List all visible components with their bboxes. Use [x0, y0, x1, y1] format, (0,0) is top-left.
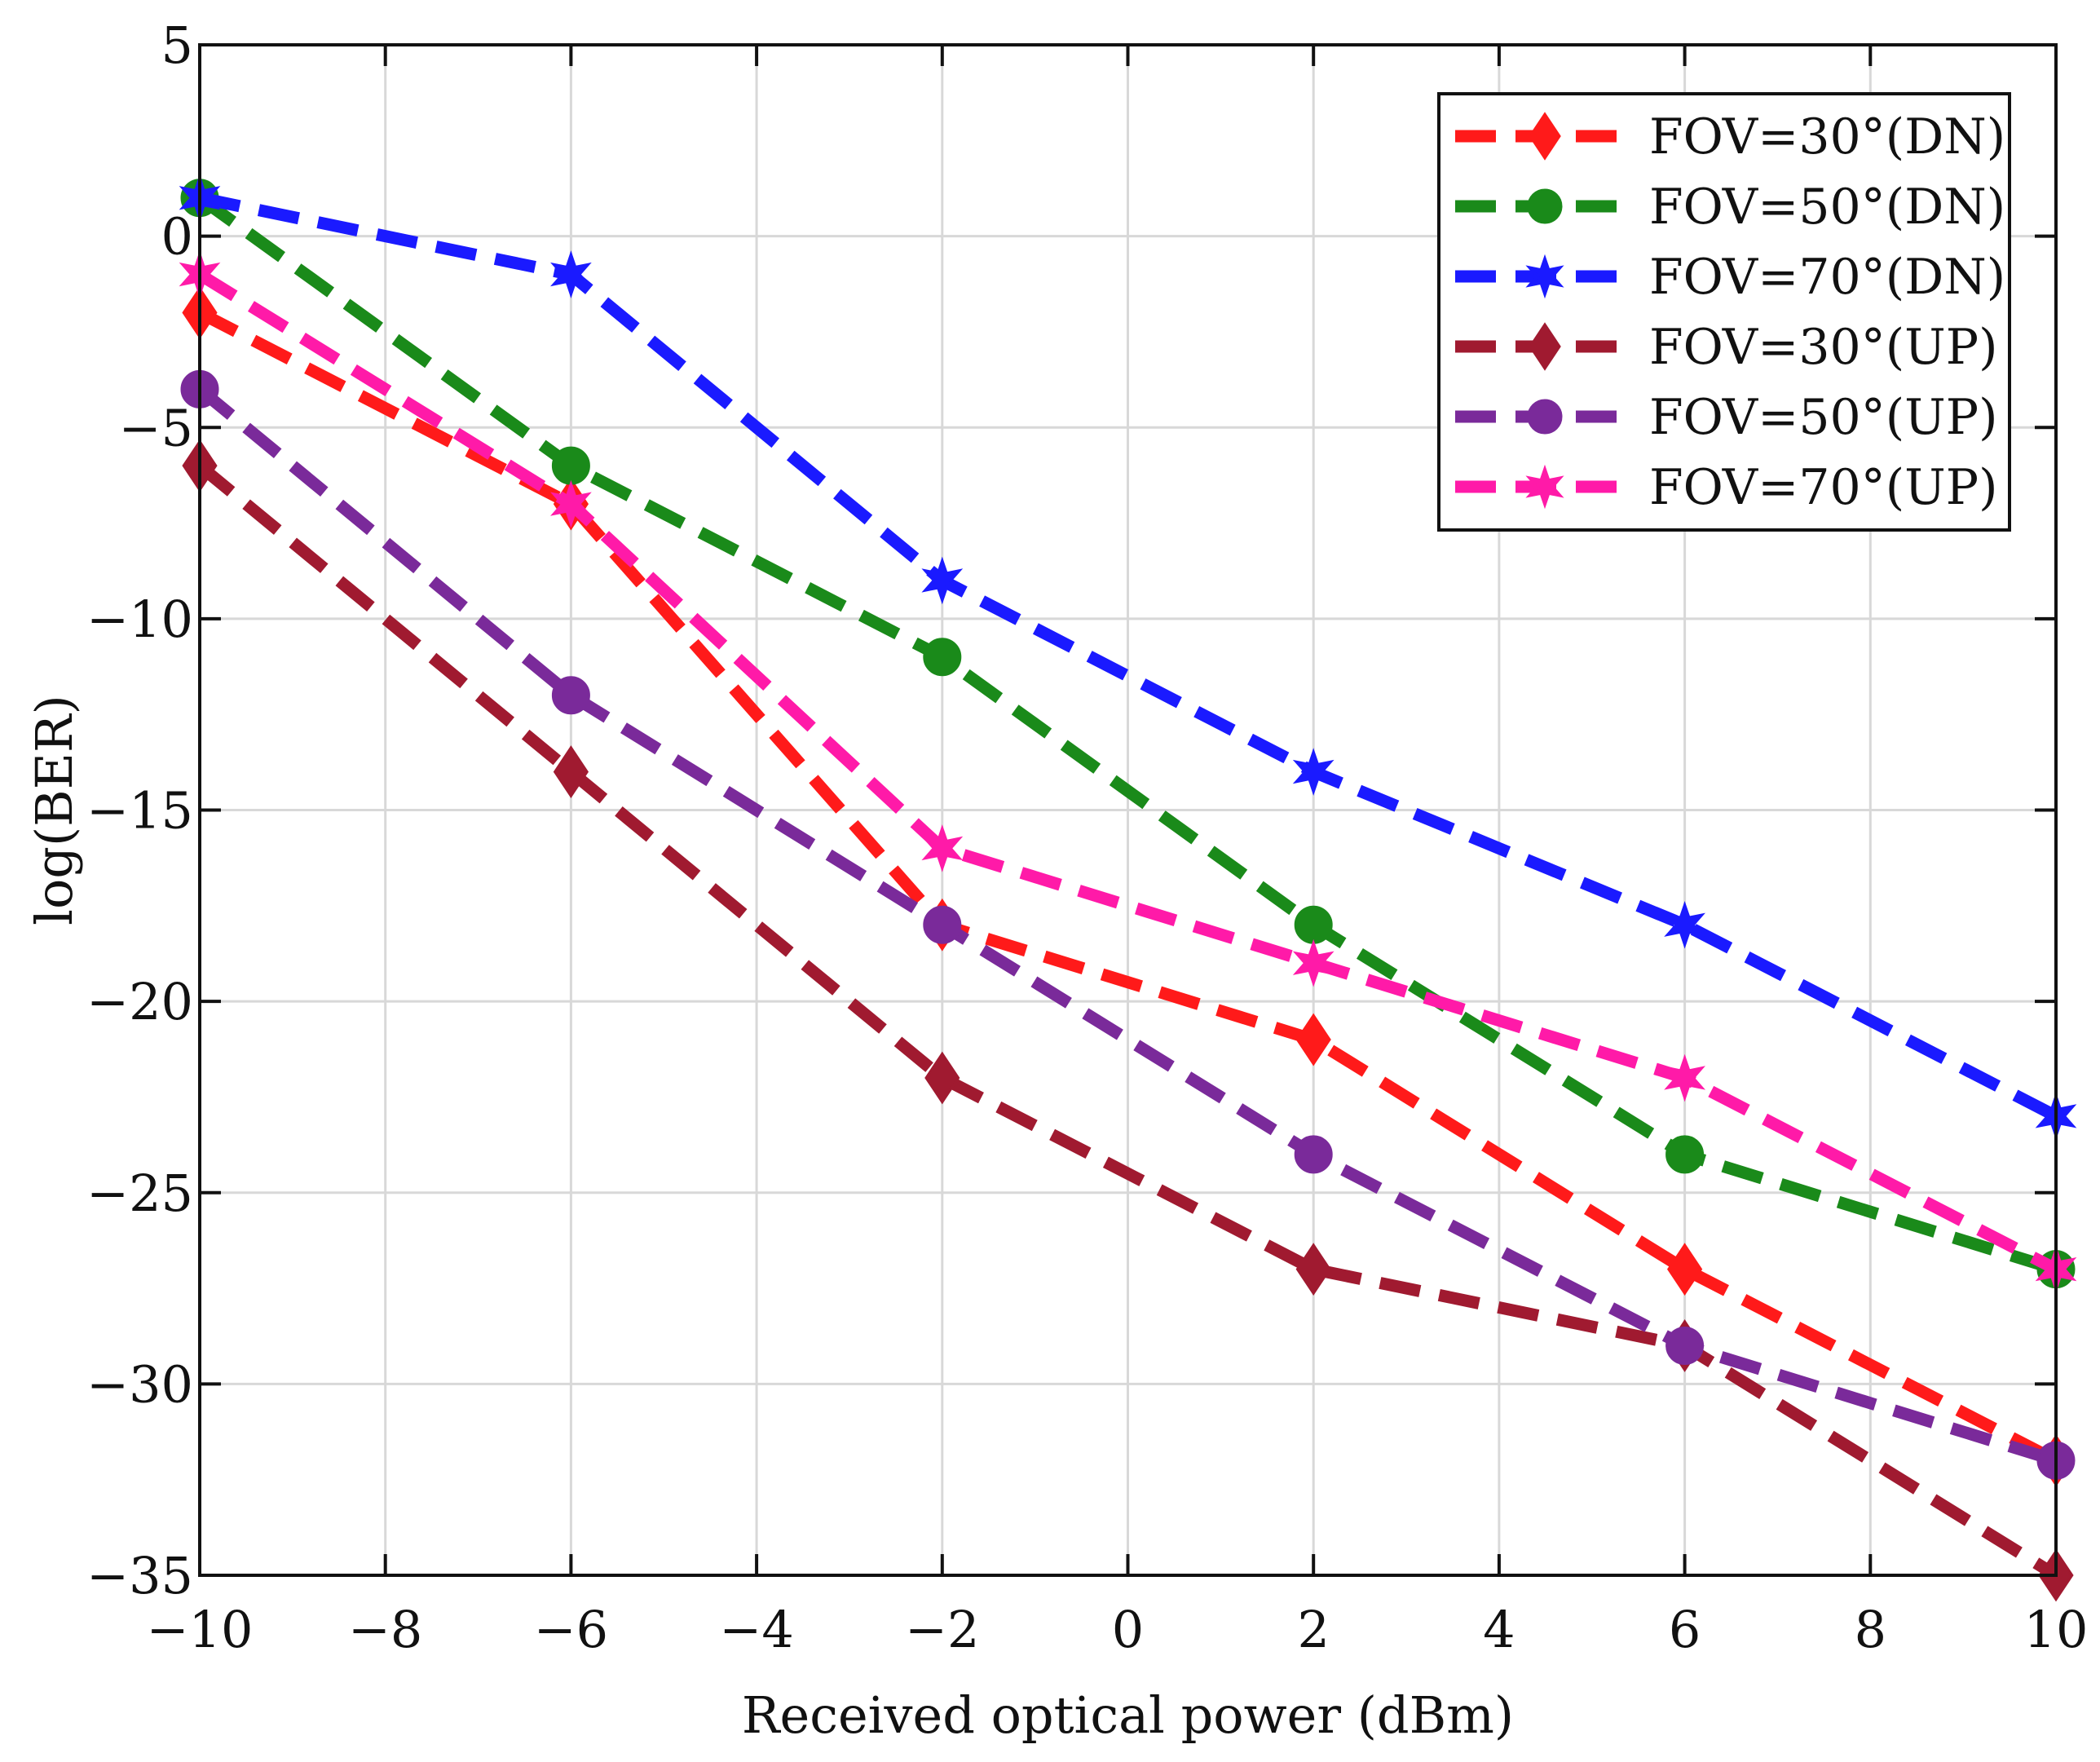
y-tick-labels: 5 0 −5 −10 −15 −20 −25 −30 −35 [86, 15, 193, 1605]
data-point [1294, 1135, 1333, 1174]
series-layer [179, 174, 2077, 1602]
data-point [1665, 1326, 1705, 1365]
data-point [1295, 1013, 1331, 1066]
data-point [1666, 1243, 1703, 1296]
legend-label: FOV=70°(DN) [1649, 249, 2005, 306]
legend-swatch-marker [1525, 254, 1564, 299]
data-point [553, 745, 589, 798]
data-point [1665, 1135, 1705, 1174]
y-tick-label: −5 [119, 398, 193, 457]
data-point [550, 479, 592, 528]
x-tick-label: 8 [1855, 1600, 1886, 1659]
legend-swatch-marker [1527, 188, 1563, 224]
data-point [1664, 901, 1706, 949]
series-line [196, 307, 2059, 1466]
legend-item: FOV=50°(DN) [1455, 179, 2005, 236]
x-tick-label: 2 [1297, 1600, 1329, 1659]
x-tick-label: −8 [348, 1600, 422, 1659]
data-point [923, 905, 962, 944]
series-line [196, 192, 2058, 1275]
series-line [196, 384, 2058, 1467]
legend-item: FOV=70°(DN) [1455, 249, 2005, 306]
y-tick-label: 0 [161, 207, 193, 267]
y-tick-label: −35 [86, 1546, 193, 1605]
x-tick-label: −6 [534, 1600, 608, 1659]
series-line [196, 461, 2059, 1581]
x-tick-label: 6 [1669, 1600, 1701, 1659]
y-tick-label: −25 [86, 1164, 193, 1223]
x-tick-label: 0 [1112, 1600, 1144, 1659]
y-tick-label: 5 [161, 15, 193, 75]
y-axis-title: log(BER) [24, 695, 84, 925]
x-axis-title: Received optical power (dBm) [742, 1685, 1514, 1745]
y-tick-label: −20 [86, 972, 193, 1031]
y-tick-label: −10 [86, 590, 193, 649]
x-tick-label: 10 [2024, 1600, 2089, 1659]
data-point [550, 250, 592, 298]
legend-label: FOV=70°(UP) [1649, 459, 1997, 516]
legend-box [1437, 92, 2011, 532]
legend-label: FOV=30°(UP) [1649, 319, 1997, 376]
data-point [1664, 1053, 1706, 1102]
legend-item: FOV=70°(UP) [1455, 459, 1997, 516]
x-tick-label: −4 [719, 1600, 793, 1659]
data-point [1292, 938, 1335, 987]
data-point [551, 446, 590, 485]
data-point [921, 556, 964, 605]
series-group [182, 439, 2074, 1602]
data-point [1292, 748, 1335, 796]
x-tick-labels: −10 −8 −6 −4 −2 0 2 4 6 8 10 [147, 1600, 2089, 1659]
data-point [923, 638, 962, 677]
plot-frame [198, 43, 2058, 1577]
x-tick-label: −2 [905, 1600, 979, 1659]
data-point [921, 824, 964, 872]
data-point [1295, 1243, 1331, 1296]
y-tick-label: −30 [86, 1354, 193, 1414]
series-line [196, 269, 2059, 1275]
legend-label: FOV=30°(DN) [1649, 108, 2005, 166]
legend: FOV=30°(DN) FOV=50°(DN) FOV=70°(DN) FOV=30°… [1437, 92, 2011, 532]
legend-swatch-marker [1529, 322, 1561, 371]
legend-swatch-marker [1525, 464, 1564, 510]
legend-item: FOV=30°(UP) [1455, 319, 1997, 376]
x-tick-label: 4 [1483, 1600, 1515, 1659]
data-point [924, 1051, 960, 1105]
legend-item: FOV=50°(UP) [1455, 389, 1997, 446]
data-point [551, 676, 590, 715]
legend-label: FOV=50°(UP) [1649, 389, 1997, 446]
legend-swatch-marker [1529, 112, 1561, 161]
legend-swatch-marker [1527, 399, 1563, 435]
legend-label: FOV=50°(DN) [1649, 179, 2005, 236]
y-tick-label: −15 [86, 781, 193, 841]
data-point [1294, 905, 1333, 944]
x-tick-label: −10 [147, 1600, 254, 1659]
series-line [198, 192, 2059, 1122]
legend-item: FOV=30°(DN) [1455, 108, 2005, 166]
